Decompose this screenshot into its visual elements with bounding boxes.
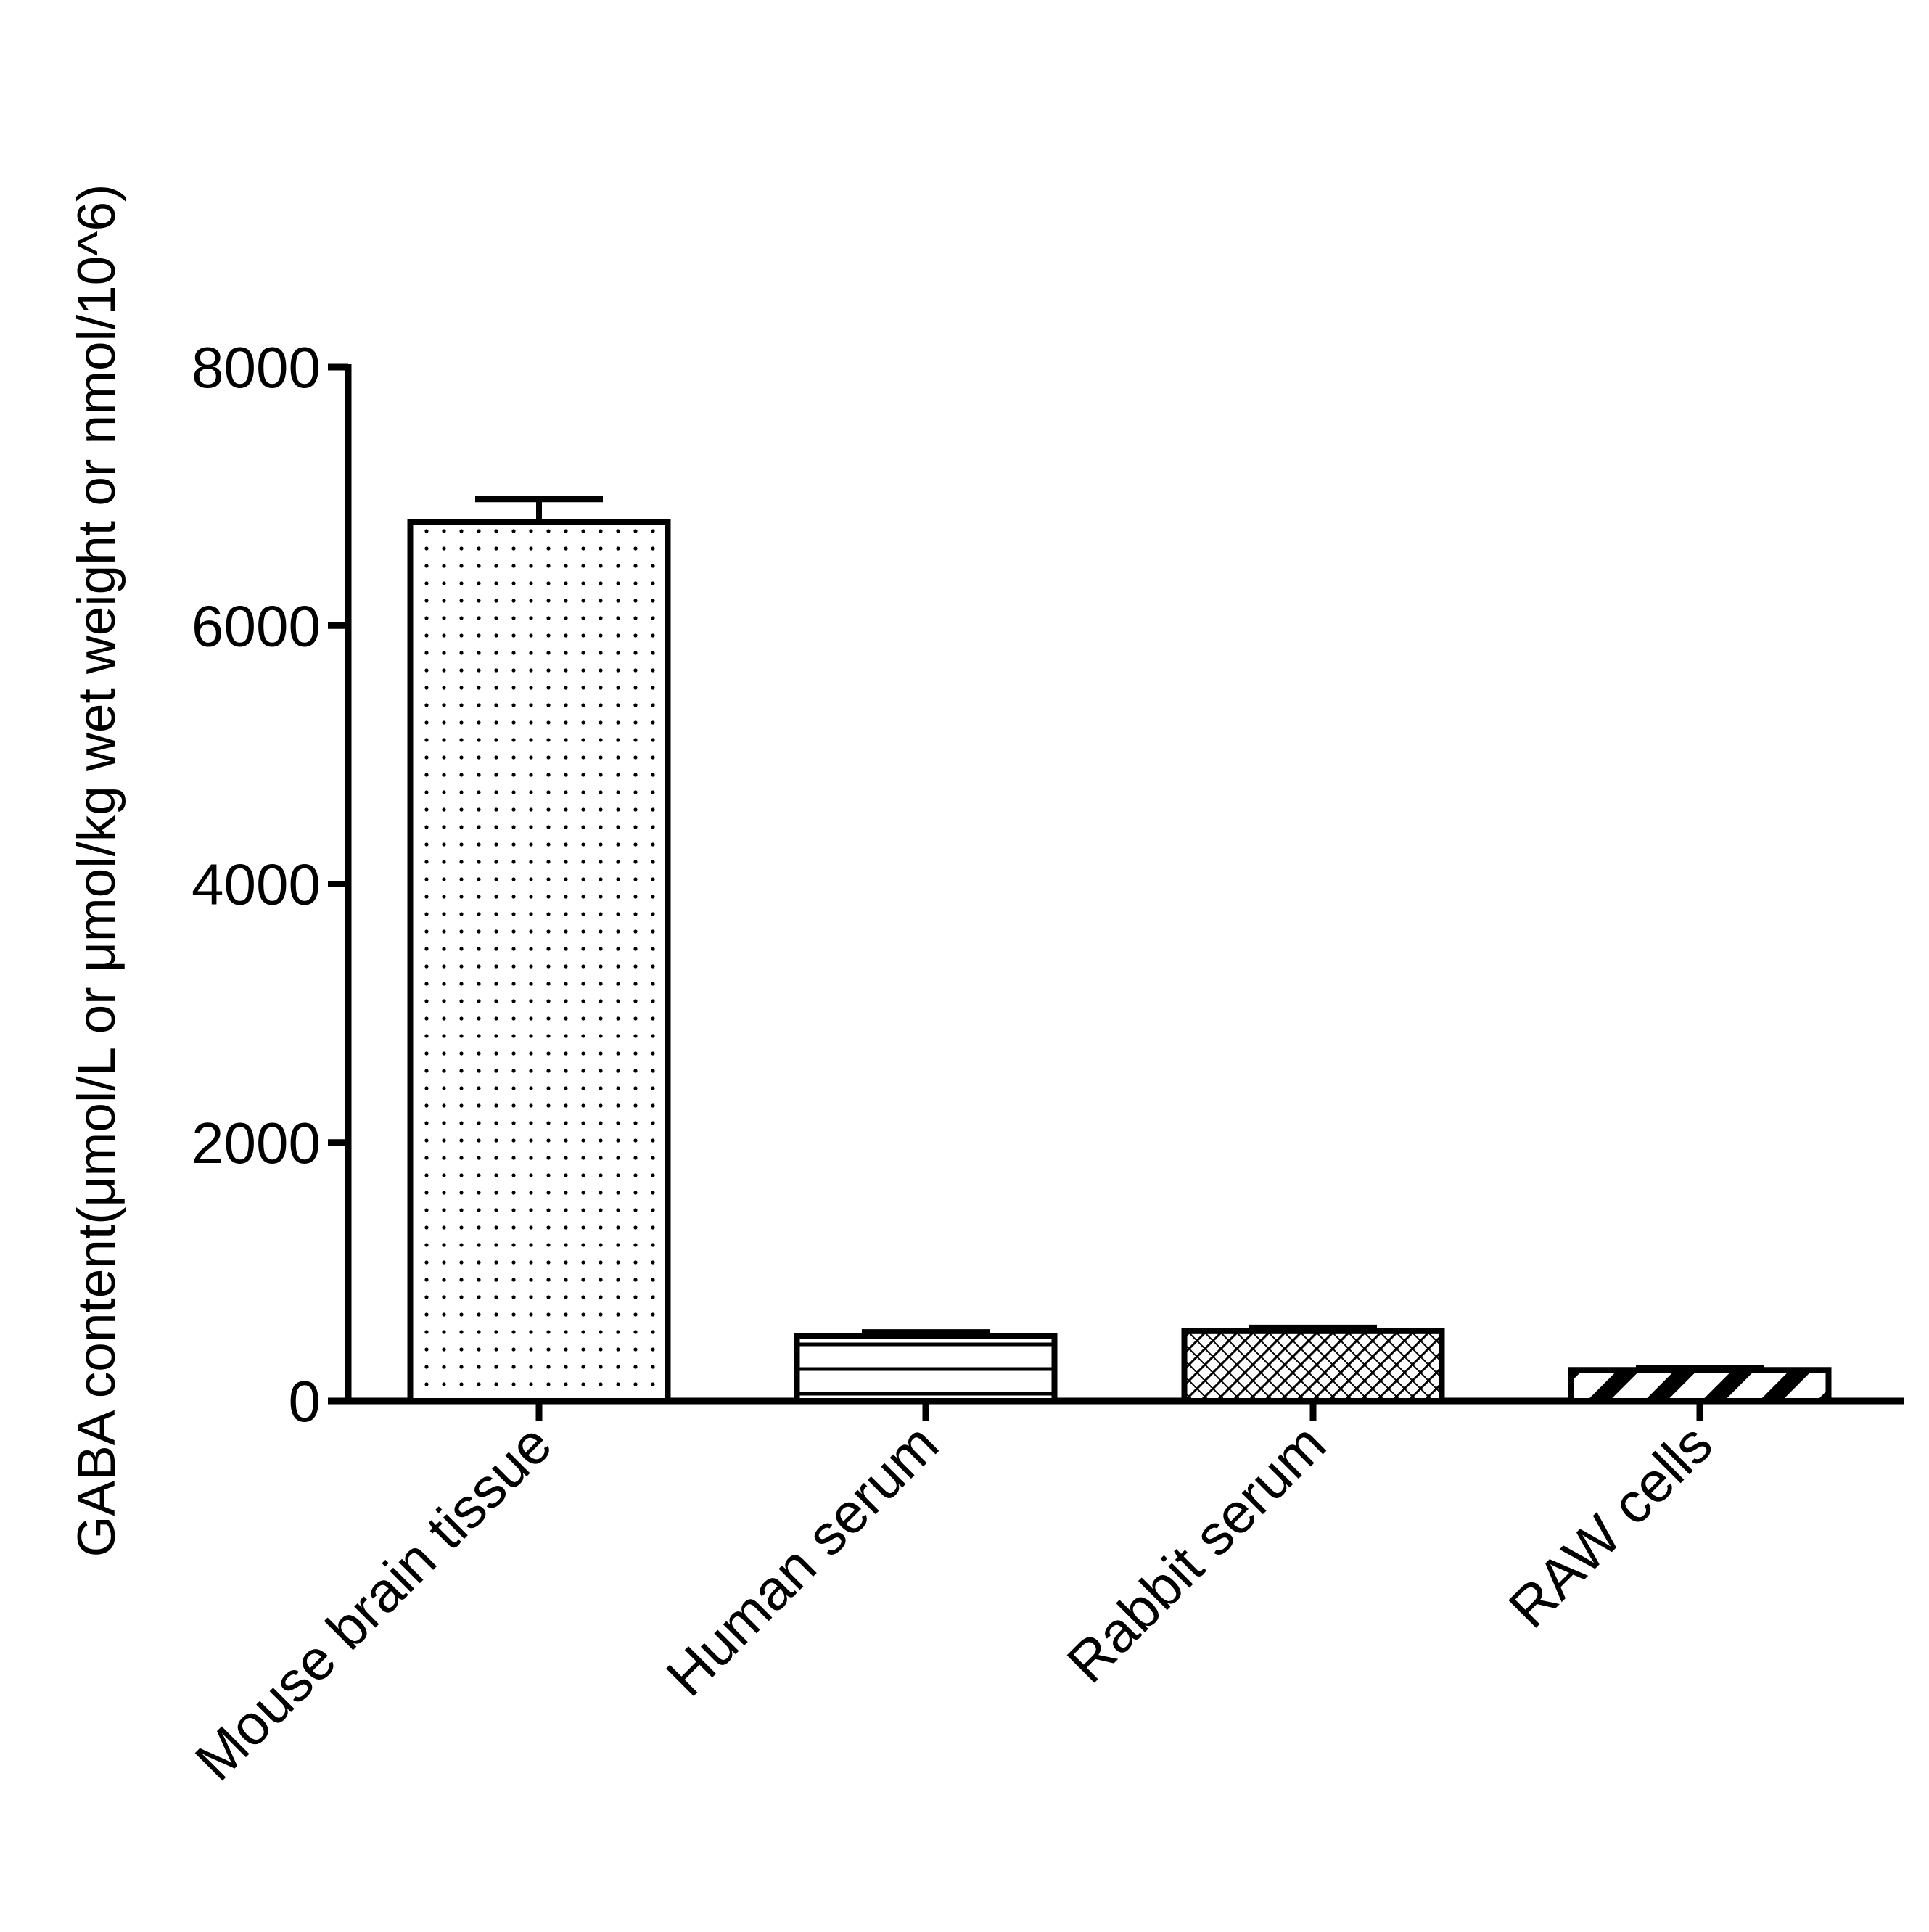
y-tick-label: 2000 [192, 1111, 321, 1175]
bars [407, 496, 1832, 1404]
bar [1568, 1367, 1832, 1404]
x-tick-label: Mouse brain tissue [183, 1412, 564, 1793]
x-tick-label: RAW cells [1497, 1412, 1725, 1640]
bar [794, 1333, 1058, 1404]
x-tick-label: Human serum [654, 1412, 950, 1709]
y-tick-label: 4000 [192, 852, 321, 917]
x-ticks: Mouse brain tissue Human serum Rabbit seru… [183, 1401, 1724, 1793]
y-axis-label: GABA content(μmol/L or μmol/kg wet weigh… [67, 184, 126, 1558]
x-tick-label: Rabbit serum [1055, 1412, 1338, 1695]
y-tick-label: 6000 [192, 593, 321, 658]
bar [407, 519, 671, 1404]
bar [1181, 1328, 1445, 1404]
y-tick-label: 0 [289, 1369, 321, 1434]
y-tick-label: 8000 [192, 335, 321, 400]
y-ticks: 0 2000 4000 6000 8000 [192, 335, 348, 1434]
